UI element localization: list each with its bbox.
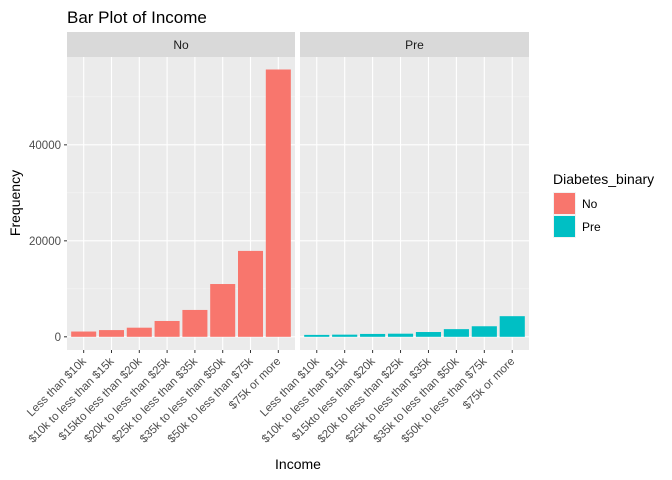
- bar: [415, 332, 442, 337]
- strip-label-no: No: [173, 38, 189, 52]
- bar: [332, 334, 358, 337]
- legend-label-no: No: [582, 197, 598, 211]
- bar: [499, 316, 525, 337]
- chart-title: Bar Plot of Income: [67, 8, 207, 27]
- bar: [471, 326, 497, 337]
- bar: [210, 284, 236, 337]
- bars-pre: [304, 316, 525, 337]
- bar: [182, 309, 208, 337]
- y-tick-label: 40000: [29, 140, 61, 152]
- x-axis: Less than $10k$10k to less than $15k$15k…: [25, 350, 517, 446]
- bar: [154, 320, 180, 337]
- bar: [238, 250, 264, 337]
- panel-background-pre: [300, 57, 529, 350]
- legend-swatch-pre: [554, 216, 575, 237]
- y-tick-label: 0: [55, 332, 61, 344]
- bar: [304, 334, 330, 337]
- bar: [360, 333, 386, 337]
- bar: [71, 331, 97, 337]
- bar: [265, 69, 291, 337]
- legend-title: Diabetes_binary: [553, 171, 654, 187]
- facet-panel-no: No: [67, 32, 295, 350]
- legend-label-pre: Pre: [582, 220, 601, 234]
- facet-panel-pre: Pre: [300, 32, 529, 350]
- legend-swatch-no: [554, 193, 575, 214]
- x-axis-title: Income: [275, 456, 321, 472]
- strip-label-pre: Pre: [405, 38, 424, 52]
- bar: [387, 333, 414, 337]
- bar: [126, 327, 152, 337]
- y-axis-title: Frequency: [7, 170, 23, 236]
- y-tick-label: 20000: [29, 236, 61, 248]
- bar: [443, 329, 469, 337]
- bars-no: [71, 69, 291, 337]
- y-axis: 0 20000 40000: [29, 140, 67, 344]
- legend: Diabetes_binary No Pre: [553, 171, 654, 238]
- strip-pre: [300, 32, 529, 57]
- gridlines-no: [67, 57, 295, 350]
- bar: [98, 330, 124, 337]
- strip-no: [67, 32, 295, 57]
